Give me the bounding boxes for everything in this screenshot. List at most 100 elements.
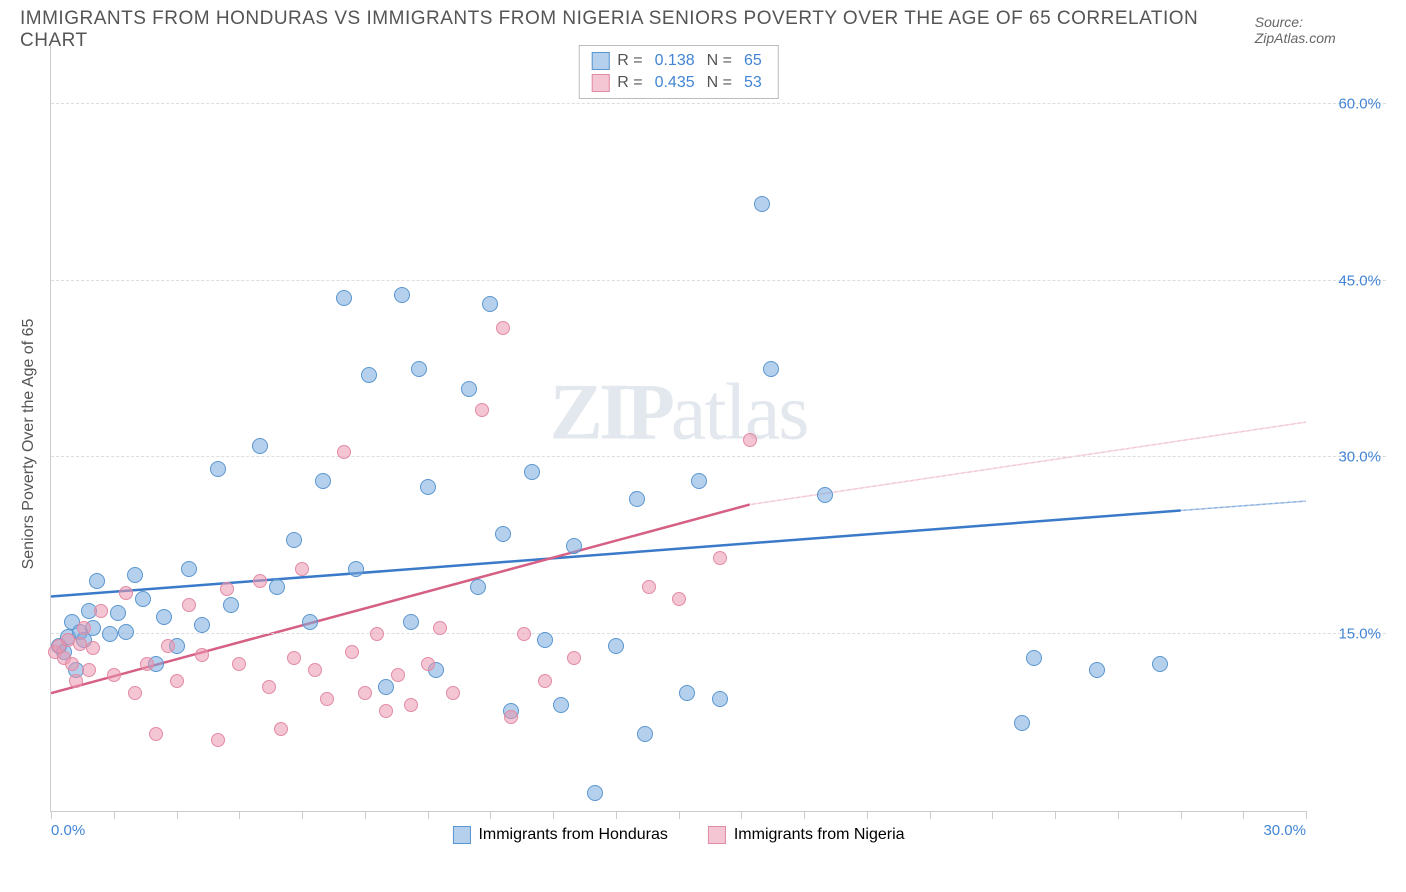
legend-item-nigeria: Immigrants from Nigeria [708,826,905,844]
x-tick [679,811,680,819]
scatter-point [743,433,757,447]
scatter-point [379,704,393,718]
x-tick [302,811,303,819]
scatter-point [211,733,225,747]
grid-line [51,456,1386,457]
x-tick [1055,811,1056,819]
x-tick [553,811,554,819]
x-tick [1306,811,1307,819]
scatter-point [404,698,418,712]
x-tick [365,811,366,819]
watermark-atlas: atlas [671,368,808,456]
source-value: ZipAtlas.com [1255,30,1336,46]
r-label: R = [617,52,642,70]
scatter-point [538,674,552,688]
scatter-point [713,551,727,565]
x-tick [428,811,429,819]
scatter-point [391,668,405,682]
scatter-point [194,617,210,633]
scatter-point [763,361,779,377]
scatter-point [482,296,498,312]
scatter-point [89,573,105,589]
scatter-point [754,196,770,212]
scatter-point [118,624,134,640]
scatter-point [345,645,359,659]
n-label: N = [707,52,732,70]
scatter-point [128,686,142,700]
scatter-point [149,727,163,741]
scatter-point [411,361,427,377]
scatter-point [517,627,531,641]
x-tick [239,811,240,819]
scatter-point [470,579,486,595]
series-name-1: Immigrants from Nigeria [734,826,905,844]
x-tick [804,811,805,819]
scatter-point [587,785,603,801]
scatter-point [156,609,172,625]
source-label: Source: [1255,14,1303,30]
scatter-point [712,691,728,707]
n-value-0: 65 [744,52,762,70]
x-tick [1181,811,1182,819]
scatter-point [361,367,377,383]
scatter-point [348,561,364,577]
scatter-point [608,638,624,654]
scatter-point [691,473,707,489]
scatter-point [679,685,695,701]
scatter-point [566,538,582,554]
scatter-point [358,686,372,700]
scatter-point [195,648,209,662]
scatter-point [504,710,518,724]
scatter-point [378,679,394,695]
x-tick [177,811,178,819]
source-attribution: Source: ZipAtlas.com [1255,14,1386,46]
scatter-point [495,526,511,542]
scatter-point [223,597,239,613]
scatter-point [252,438,268,454]
scatter-point [119,586,133,600]
x-tick [114,811,115,819]
y-axis-label: Seniors Poverty Over the Age of 65 [20,318,38,569]
scatter-point [170,674,184,688]
r-value-0: 0.138 [655,52,695,70]
scatter-point [637,726,653,742]
grid-line [51,103,1386,104]
legend-stats: R = 0.138 N = 65 R = 0.435 N = 53 [578,45,779,99]
chart-container: Seniors Poverty Over the Age of 65 ZIPat… [50,45,1386,842]
scatter-point [403,614,419,630]
scatter-point [140,657,154,671]
scatter-point [77,621,91,635]
watermark: ZIPatlas [550,367,808,458]
scatter-point [102,626,118,642]
scatter-point [817,487,833,503]
scatter-point [537,632,553,648]
n-value-1: 53 [744,74,762,92]
legend-swatch-nigeria [591,74,609,92]
scatter-point [295,562,309,576]
scatter-point [107,668,121,682]
scatter-point [315,473,331,489]
scatter-point [1152,656,1168,672]
scatter-point [269,579,285,595]
legend-series: Immigrants from Honduras Immigrants from… [452,826,904,844]
scatter-point [302,614,318,630]
legend-stats-row-0: R = 0.138 N = 65 [591,50,766,72]
legend-swatch-nigeria [708,826,726,844]
y-tick-label: 45.0% [1338,272,1381,289]
watermark-zip: ZIP [550,368,671,456]
scatter-point [308,663,322,677]
r-value-1: 0.435 [655,74,695,92]
scatter-point [421,657,435,671]
y-tick-label: 60.0% [1338,95,1381,112]
scatter-point [394,287,410,303]
legend-stats-row-1: R = 0.435 N = 53 [591,72,766,94]
grid-line [51,633,1386,634]
x-tick-label: 30.0% [1263,822,1306,839]
scatter-point [420,479,436,495]
x-tick-label: 0.0% [51,822,85,839]
scatter-point [181,561,197,577]
scatter-point [553,697,569,713]
scatter-point [337,445,351,459]
scatter-point [110,605,126,621]
scatter-point [253,574,267,588]
